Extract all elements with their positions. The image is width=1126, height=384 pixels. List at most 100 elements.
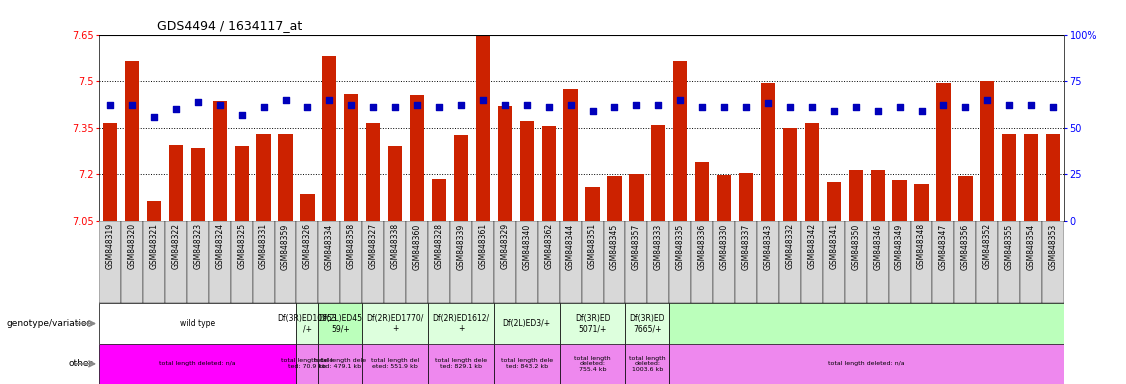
Point bbox=[101, 102, 119, 108]
Bar bbox=[1024, 134, 1038, 221]
Bar bbox=[231, 221, 252, 303]
Text: total length dele
ted: 70.9 kb: total length dele ted: 70.9 kb bbox=[282, 358, 333, 369]
Text: GSM848334: GSM848334 bbox=[325, 223, 334, 270]
Text: Df(3R)ED
5071/+: Df(3R)ED 5071/+ bbox=[574, 314, 610, 333]
Bar bbox=[494, 344, 560, 384]
Text: total length deleted: n/a: total length deleted: n/a bbox=[160, 361, 236, 366]
Bar bbox=[388, 146, 402, 221]
Text: GSM848344: GSM848344 bbox=[566, 223, 575, 270]
Bar bbox=[805, 123, 819, 221]
Bar bbox=[625, 303, 669, 344]
Bar bbox=[604, 221, 625, 303]
Text: GSM848353: GSM848353 bbox=[1048, 223, 1057, 270]
Point bbox=[342, 102, 360, 108]
Point bbox=[211, 102, 229, 108]
Text: GSM848339: GSM848339 bbox=[456, 223, 465, 270]
Bar bbox=[384, 221, 406, 303]
Text: genotype/variation: genotype/variation bbox=[7, 319, 92, 328]
Text: Df(3R)ED
7665/+: Df(3R)ED 7665/+ bbox=[629, 314, 665, 333]
Text: GSM848352: GSM848352 bbox=[983, 223, 992, 270]
Point bbox=[562, 102, 580, 108]
Bar bbox=[757, 221, 779, 303]
Bar bbox=[538, 221, 560, 303]
Text: total length dele
ted: 843.2 kb: total length dele ted: 843.2 kb bbox=[501, 358, 553, 369]
Bar bbox=[494, 221, 516, 303]
Bar bbox=[208, 221, 231, 303]
Bar bbox=[976, 221, 999, 303]
Text: GSM848357: GSM848357 bbox=[632, 223, 641, 270]
Bar bbox=[735, 221, 757, 303]
Bar bbox=[893, 180, 906, 221]
Text: GSM848338: GSM848338 bbox=[391, 223, 400, 270]
Bar bbox=[560, 303, 625, 344]
Text: GSM848346: GSM848346 bbox=[873, 223, 882, 270]
Bar bbox=[187, 221, 208, 303]
Bar bbox=[717, 175, 731, 221]
Text: Df(2L)ED3/+: Df(2L)ED3/+ bbox=[502, 319, 551, 328]
Bar bbox=[1043, 221, 1064, 303]
Point bbox=[1044, 104, 1062, 110]
Point bbox=[738, 104, 756, 110]
Text: total length del
eted: 551.9 kb: total length del eted: 551.9 kb bbox=[372, 358, 419, 369]
Point bbox=[452, 102, 470, 108]
Point bbox=[189, 99, 207, 105]
Bar bbox=[99, 344, 296, 384]
Text: Df(3R)ED10953
/+: Df(3R)ED10953 /+ bbox=[278, 314, 338, 333]
Point bbox=[123, 102, 141, 108]
Bar bbox=[581, 221, 604, 303]
Text: GSM848342: GSM848342 bbox=[807, 223, 816, 270]
Point bbox=[386, 104, 404, 110]
Bar bbox=[406, 221, 428, 303]
Bar bbox=[428, 303, 494, 344]
Bar bbox=[669, 221, 691, 303]
Bar bbox=[888, 221, 911, 303]
Bar bbox=[296, 303, 319, 344]
Text: GSM848324: GSM848324 bbox=[215, 223, 224, 270]
Point bbox=[474, 97, 492, 103]
Bar bbox=[955, 221, 976, 303]
Bar bbox=[932, 221, 955, 303]
Point bbox=[430, 104, 448, 110]
Bar bbox=[958, 176, 973, 221]
Bar bbox=[669, 303, 1064, 344]
Bar bbox=[779, 221, 801, 303]
Text: GSM848329: GSM848329 bbox=[500, 223, 509, 270]
Bar bbox=[647, 221, 669, 303]
Bar bbox=[296, 221, 319, 303]
Text: GSM848358: GSM848358 bbox=[347, 223, 356, 270]
Point bbox=[868, 108, 886, 114]
Text: GSM848350: GSM848350 bbox=[851, 223, 860, 270]
Bar bbox=[99, 303, 296, 344]
Bar bbox=[911, 221, 932, 303]
Bar bbox=[234, 146, 249, 221]
Point bbox=[539, 104, 557, 110]
Bar bbox=[278, 134, 293, 221]
Bar bbox=[870, 170, 885, 221]
Bar bbox=[625, 344, 669, 384]
Bar bbox=[823, 221, 844, 303]
Point bbox=[627, 102, 645, 108]
Bar bbox=[498, 106, 512, 221]
Text: total length deleted: n/a: total length deleted: n/a bbox=[829, 361, 905, 366]
Text: GSM848330: GSM848330 bbox=[720, 223, 729, 270]
Bar bbox=[516, 221, 538, 303]
Point bbox=[824, 108, 842, 114]
Point bbox=[518, 102, 536, 108]
Text: GSM848321: GSM848321 bbox=[150, 223, 159, 269]
Text: GSM848359: GSM848359 bbox=[282, 223, 291, 270]
Bar bbox=[826, 182, 841, 221]
Text: GSM848336: GSM848336 bbox=[698, 223, 707, 270]
Point bbox=[935, 102, 953, 108]
Bar bbox=[651, 124, 665, 221]
Bar bbox=[454, 136, 468, 221]
Bar bbox=[428, 221, 450, 303]
Text: Df(2R)ED1612/
+: Df(2R)ED1612/ + bbox=[432, 314, 490, 333]
Point bbox=[606, 104, 624, 110]
Bar bbox=[319, 221, 340, 303]
Point bbox=[495, 102, 513, 108]
Bar bbox=[472, 221, 494, 303]
Bar bbox=[450, 221, 472, 303]
Text: GSM848348: GSM848348 bbox=[917, 223, 926, 270]
Bar bbox=[563, 89, 578, 221]
Bar bbox=[213, 101, 226, 221]
